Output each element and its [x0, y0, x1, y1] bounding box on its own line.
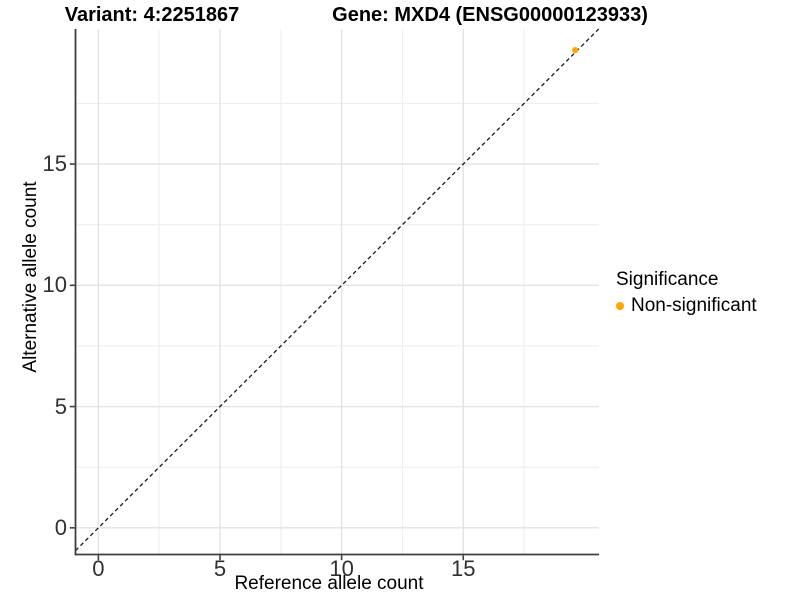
legend-item-label: Non-significant	[631, 295, 757, 316]
x-tick-label: 10	[329, 556, 354, 581]
y-tick-label: 15	[42, 151, 67, 177]
x-tick-label: 0	[92, 556, 105, 581]
y-tick-label: 10	[42, 272, 67, 298]
y-tick-label: 0	[54, 514, 67, 540]
legend-item-non-significant: Non-significant	[616, 294, 757, 318]
legend-title: Significance	[616, 269, 719, 290]
legend: Significance Non-significant	[616, 268, 757, 318]
y-axis-title: Alternative allele count	[20, 181, 41, 373]
data-point	[572, 46, 579, 54]
legend-point-icon	[616, 302, 624, 310]
x-tick-label: 5	[213, 556, 227, 581]
x-axis-title: Reference allele count	[234, 573, 424, 594]
identity-line	[75, 28, 600, 552]
x-tick-label: 15	[451, 556, 476, 581]
y-tick-label: 5	[54, 393, 67, 419]
plot-title-gene: Gene: MXD4 (ENSG00000123933)	[332, 4, 648, 26]
plot-title-variant: Variant: 4:2251867	[64, 4, 240, 26]
